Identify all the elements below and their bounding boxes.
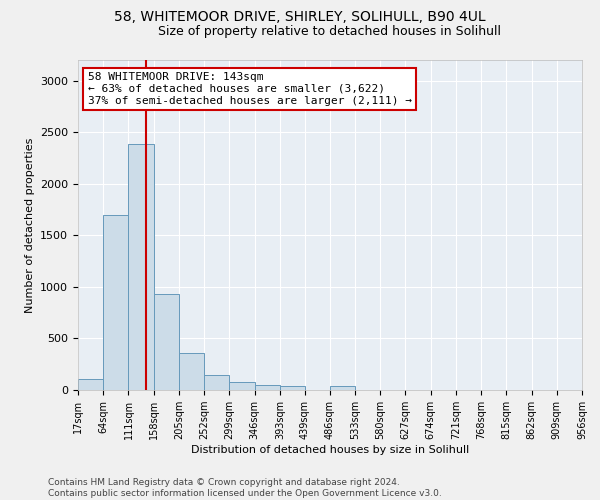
Bar <box>229 382 254 390</box>
Bar <box>128 144 154 390</box>
Bar <box>204 374 229 390</box>
Bar <box>154 294 179 390</box>
Title: Size of property relative to detached houses in Solihull: Size of property relative to detached ho… <box>158 25 502 38</box>
Bar <box>330 386 355 390</box>
X-axis label: Distribution of detached houses by size in Solihull: Distribution of detached houses by size … <box>191 445 469 455</box>
Bar <box>103 214 128 390</box>
Text: Contains HM Land Registry data © Crown copyright and database right 2024.
Contai: Contains HM Land Registry data © Crown c… <box>48 478 442 498</box>
Bar <box>254 385 280 390</box>
Bar <box>280 386 305 390</box>
Text: 58 WHITEMOOR DRIVE: 143sqm
← 63% of detached houses are smaller (3,622)
37% of s: 58 WHITEMOOR DRIVE: 143sqm ← 63% of deta… <box>88 72 412 106</box>
Text: 58, WHITEMOOR DRIVE, SHIRLEY, SOLIHULL, B90 4UL: 58, WHITEMOOR DRIVE, SHIRLEY, SOLIHULL, … <box>114 10 486 24</box>
Y-axis label: Number of detached properties: Number of detached properties <box>25 138 35 312</box>
Bar <box>179 354 204 390</box>
Bar <box>78 378 103 390</box>
